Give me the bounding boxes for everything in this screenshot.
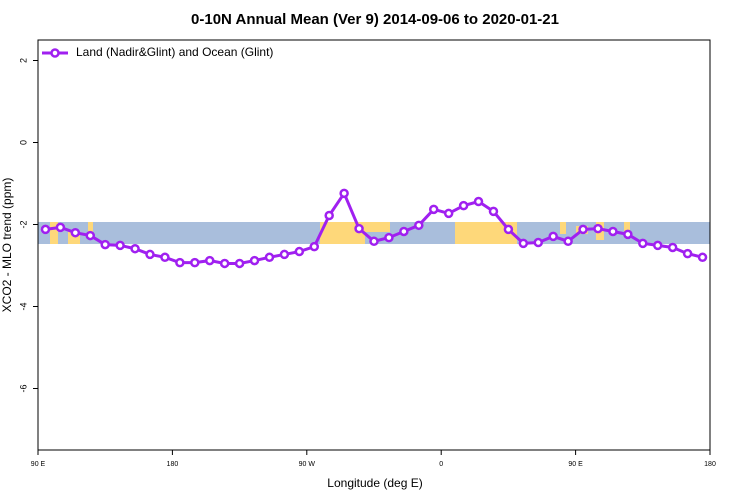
point [204,255,215,266]
land-patch [50,222,58,244]
land-patch [624,222,630,232]
point [458,200,469,211]
point [369,236,379,247]
point [608,226,618,237]
point [70,227,81,238]
point [40,224,51,235]
x-tick-label: 180 [704,461,716,468]
y-tick-label: -6 [18,384,28,392]
y-tick-label: -4 [18,302,28,310]
point [219,258,230,269]
land-patch [320,222,365,244]
land-patch [365,222,390,232]
point [518,238,529,249]
point [682,248,693,259]
point [85,230,96,241]
point [414,220,424,231]
point [190,257,200,268]
land-patch [455,222,517,244]
chart-title: 0-10N Annual Mean (Ver 9) 2014-09-06 to … [191,11,559,28]
point [279,249,290,260]
point [324,210,334,221]
plot-frame [37,39,711,451]
point [234,258,245,269]
y-tick-label: -2 [18,220,28,228]
y-tick-label: 0 [18,140,28,145]
ocean-band [38,222,710,244]
legend-label: Land (Nadir&Glint) and Ocean (Glint) [76,45,273,59]
point [488,206,499,217]
legend-marker [50,48,60,58]
point [697,252,708,263]
x-tick-label: 180 [167,461,179,468]
point [473,196,484,207]
point [249,255,260,266]
land-patch [560,222,566,234]
point [593,223,603,234]
land-patch [88,222,93,234]
x-tick-label: 90 W [299,461,316,468]
point [354,223,364,234]
x-tick-label: 90 E [31,461,46,468]
point [145,249,155,260]
point [294,246,305,257]
point [548,231,558,242]
point [563,236,573,247]
point [264,252,275,263]
point [638,238,648,249]
point [384,232,394,243]
x-axis-label: Longitude (deg E) [327,476,422,490]
point [160,252,170,263]
y-tick-label: 2 [18,58,28,63]
point [130,243,140,254]
point [100,239,110,250]
point [533,237,544,248]
point [623,229,633,240]
point [55,222,66,233]
point [175,257,185,268]
y-axis-label: XCO2 - MLO trend (ppm) [0,178,14,313]
point [339,188,349,199]
point [399,226,409,237]
point [428,204,439,215]
point [578,224,588,235]
x-tick-label: 0 [439,461,443,468]
point [115,240,125,251]
point [443,208,454,219]
point [652,240,663,251]
point [667,242,678,253]
x-tick-label: 90 E [568,461,583,468]
point [503,224,514,235]
point [309,241,320,252]
map-band [38,222,710,244]
